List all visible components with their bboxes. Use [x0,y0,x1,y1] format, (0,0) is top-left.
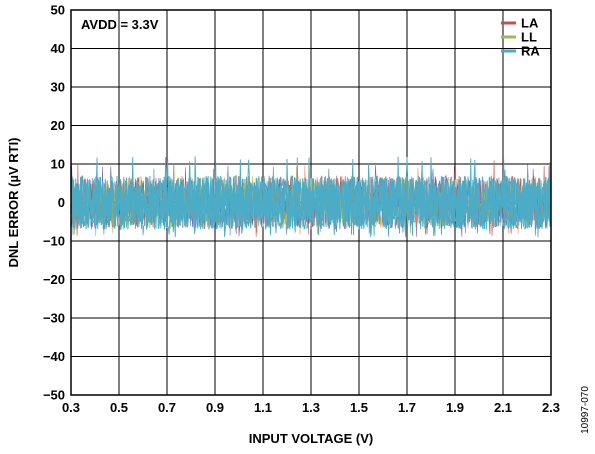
x-tick-label: 0.9 [206,400,224,415]
y-tick-label: −30 [43,311,65,326]
y-tick-label: −50 [43,388,65,403]
x-tick-label: 1.3 [302,400,320,415]
x-tick-label: 2.3 [542,400,560,415]
series-line-ra [70,156,552,238]
x-tick-label: 1.1 [254,400,272,415]
figure-id: 10997-070 [580,386,591,434]
y-tick-label: −40 [43,349,65,364]
y-axis-label: DNL ERROR (µV RTI) [6,137,21,267]
x-axis-label: INPUT VOLTAGE (V) [249,431,373,446]
y-tick-label: 50 [51,3,65,18]
y-tick-label: 0 [58,195,65,210]
x-tick-label: 0.5 [110,400,128,415]
data-traces [70,156,552,238]
y-tick-label: −20 [43,272,65,287]
y-tick-labels: 50 40 30 20 10 0 −10 −20 −30 −40 −50 [43,3,65,403]
y-tick-label: 10 [51,157,65,172]
y-tick-label: 30 [51,80,65,95]
x-tick-label: 1.5 [350,400,368,415]
x-tick-label: 2.1 [494,400,512,415]
annotation-avdd: AVDD = 3.3V [81,17,159,32]
y-tick-label: 40 [51,41,65,56]
x-tick-label: 0.3 [62,400,80,415]
x-tick-label: 1.9 [446,400,464,415]
x-tick-label: 1.7 [398,400,416,415]
x-tick-label: 0.7 [158,400,176,415]
legend-label-ll: LL [521,30,537,45]
y-tick-label: 20 [51,118,65,133]
x-tick-labels: 0.3 0.5 0.7 0.9 1.1 1.3 1.5 1.7 1.9 2.1 2.3 [62,400,560,415]
plot-frame [70,9,552,396]
y-tick-label: −10 [43,234,65,249]
legend-label-ra: RA [521,44,540,59]
legend-label-la: LA [521,16,539,31]
